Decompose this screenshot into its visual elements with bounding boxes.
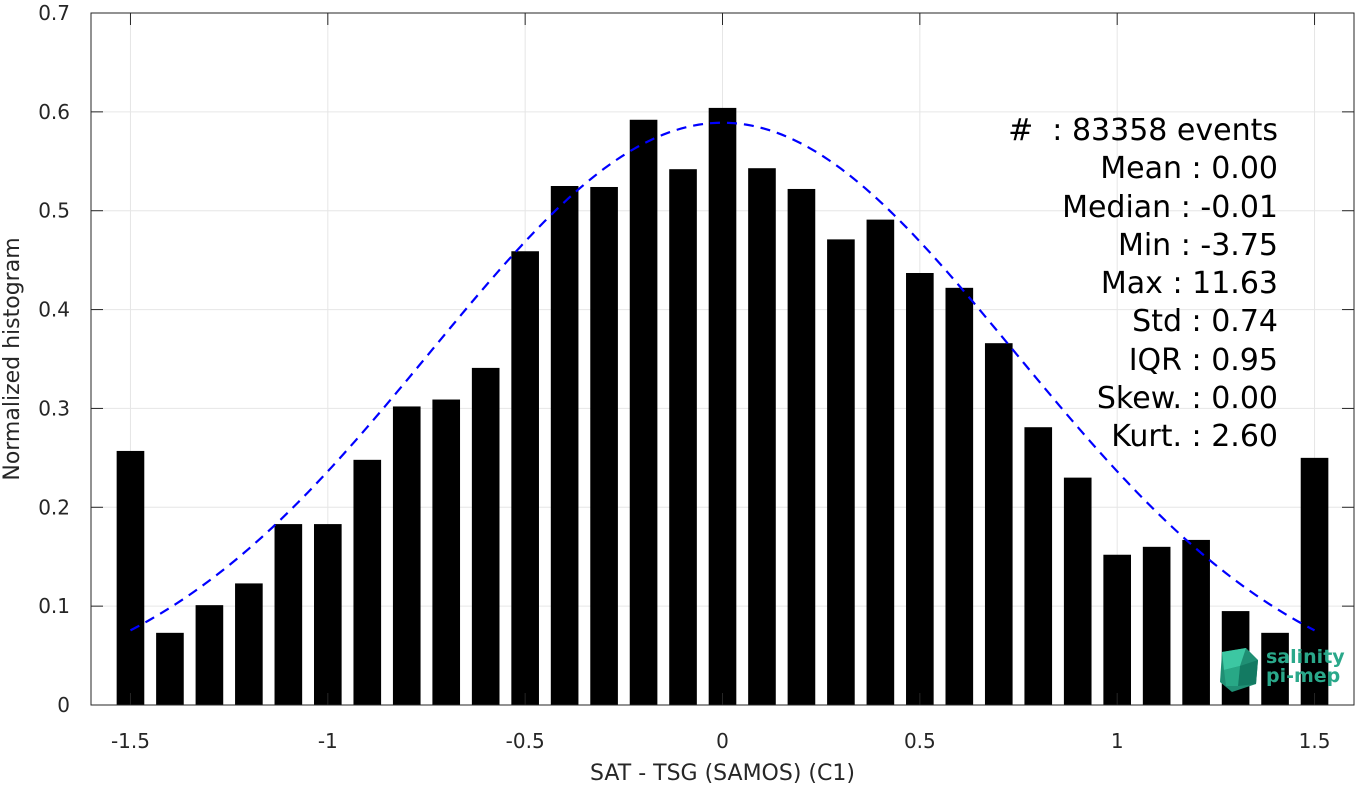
histogram-bar — [1182, 539, 1210, 705]
stat-median: Median : -0.01 — [1062, 189, 1278, 225]
histogram-bar — [116, 450, 145, 705]
x-tick-labels: -1.5 -1 -0.5 0 0.5 1 1.5 — [111, 729, 1330, 753]
x-tick-label: 0.5 — [904, 729, 936, 753]
histogram-bar — [866, 219, 895, 705]
histogram-bar — [392, 406, 421, 705]
stat-mean: Mean : 0.00 — [1100, 151, 1278, 187]
y-tick-labels: 0 0.1 0.2 0.3 0.4 0.5 0.6 0.7 — [38, 1, 70, 717]
statistics-box: # : 83358 events Mean : 0.00 Median : -0… — [1008, 112, 1278, 457]
histogram-bar — [432, 399, 461, 705]
x-tick-label: -1 — [318, 729, 338, 753]
x-tick-label: 1.5 — [1299, 729, 1331, 753]
histogram-bar — [590, 186, 618, 705]
y-tick-label: 0.3 — [38, 396, 70, 420]
stat-kurt: Kurt. : 2.60 — [1111, 419, 1278, 455]
logo-line-1: salinity — [1266, 646, 1345, 668]
histogram-bar — [353, 459, 382, 705]
histogram-bar — [984, 343, 1013, 705]
x-tick-label: 1 — [1111, 729, 1124, 753]
logo-mark-icon — [1220, 648, 1258, 692]
histogram-bar — [195, 605, 224, 705]
x-tick-label: 0 — [716, 729, 729, 753]
y-tick-label: 0.4 — [38, 298, 70, 322]
histogram-bar — [1024, 427, 1053, 705]
axes-frame — [90, 12, 1355, 706]
y-tick-label: 0.5 — [38, 199, 70, 223]
histogram-bar — [945, 287, 974, 705]
x-axis-label: SAT - TSG (SAMOS) (C1) — [590, 761, 855, 785]
histogram-bar — [1261, 632, 1289, 705]
histogram-bar — [1063, 477, 1092, 705]
stat-iqr: IQR : 0.95 — [1128, 342, 1278, 378]
histogram-bar — [827, 239, 855, 705]
y-tick-label: 0.6 — [38, 100, 70, 124]
stat-skew: Skew. : 0.00 — [1096, 381, 1278, 417]
salinity-pimep-logo: salinity pi-mep — [1216, 646, 1346, 696]
histogram-bar — [235, 583, 263, 705]
histogram-bar — [313, 524, 342, 705]
y-tick-label: 0 — [57, 693, 70, 717]
y-tick-label: 0.7 — [38, 1, 70, 25]
histogram-bar — [156, 632, 184, 705]
histogram-bar — [1103, 554, 1132, 705]
histogram-bar — [787, 188, 816, 706]
stat-max: Max : 11.63 — [1100, 266, 1278, 302]
logo-line-2: pi-mep — [1266, 665, 1341, 687]
histogram-bar — [274, 524, 303, 705]
histogram-bar — [550, 186, 579, 705]
stat-min: Min : -3.75 — [1117, 227, 1278, 263]
histogram-bar — [471, 367, 500, 705]
x-tick-label: -0.5 — [506, 729, 545, 753]
histogram-bar — [906, 272, 934, 705]
histogram-bar — [1300, 457, 1329, 705]
gaussian-fit-curve — [129, 121, 1316, 632]
histogram-bar — [708, 107, 737, 706]
stat-std: Std : 0.74 — [1132, 304, 1278, 340]
histogram-bar — [629, 119, 658, 705]
y-axis-label: Normalized histogram — [0, 237, 25, 480]
bar-series — [116, 107, 1329, 706]
histogram-bar — [1142, 546, 1171, 705]
histogram-bar — [669, 169, 697, 706]
histogram-bar — [748, 168, 776, 706]
stat-events: # : 83358 events — [1008, 113, 1278, 148]
histogram-bar — [511, 251, 539, 705]
y-tick-label: 0.2 — [38, 495, 70, 519]
x-tick-label: -1.5 — [111, 729, 150, 753]
y-tick-label: 0.1 — [38, 594, 70, 618]
